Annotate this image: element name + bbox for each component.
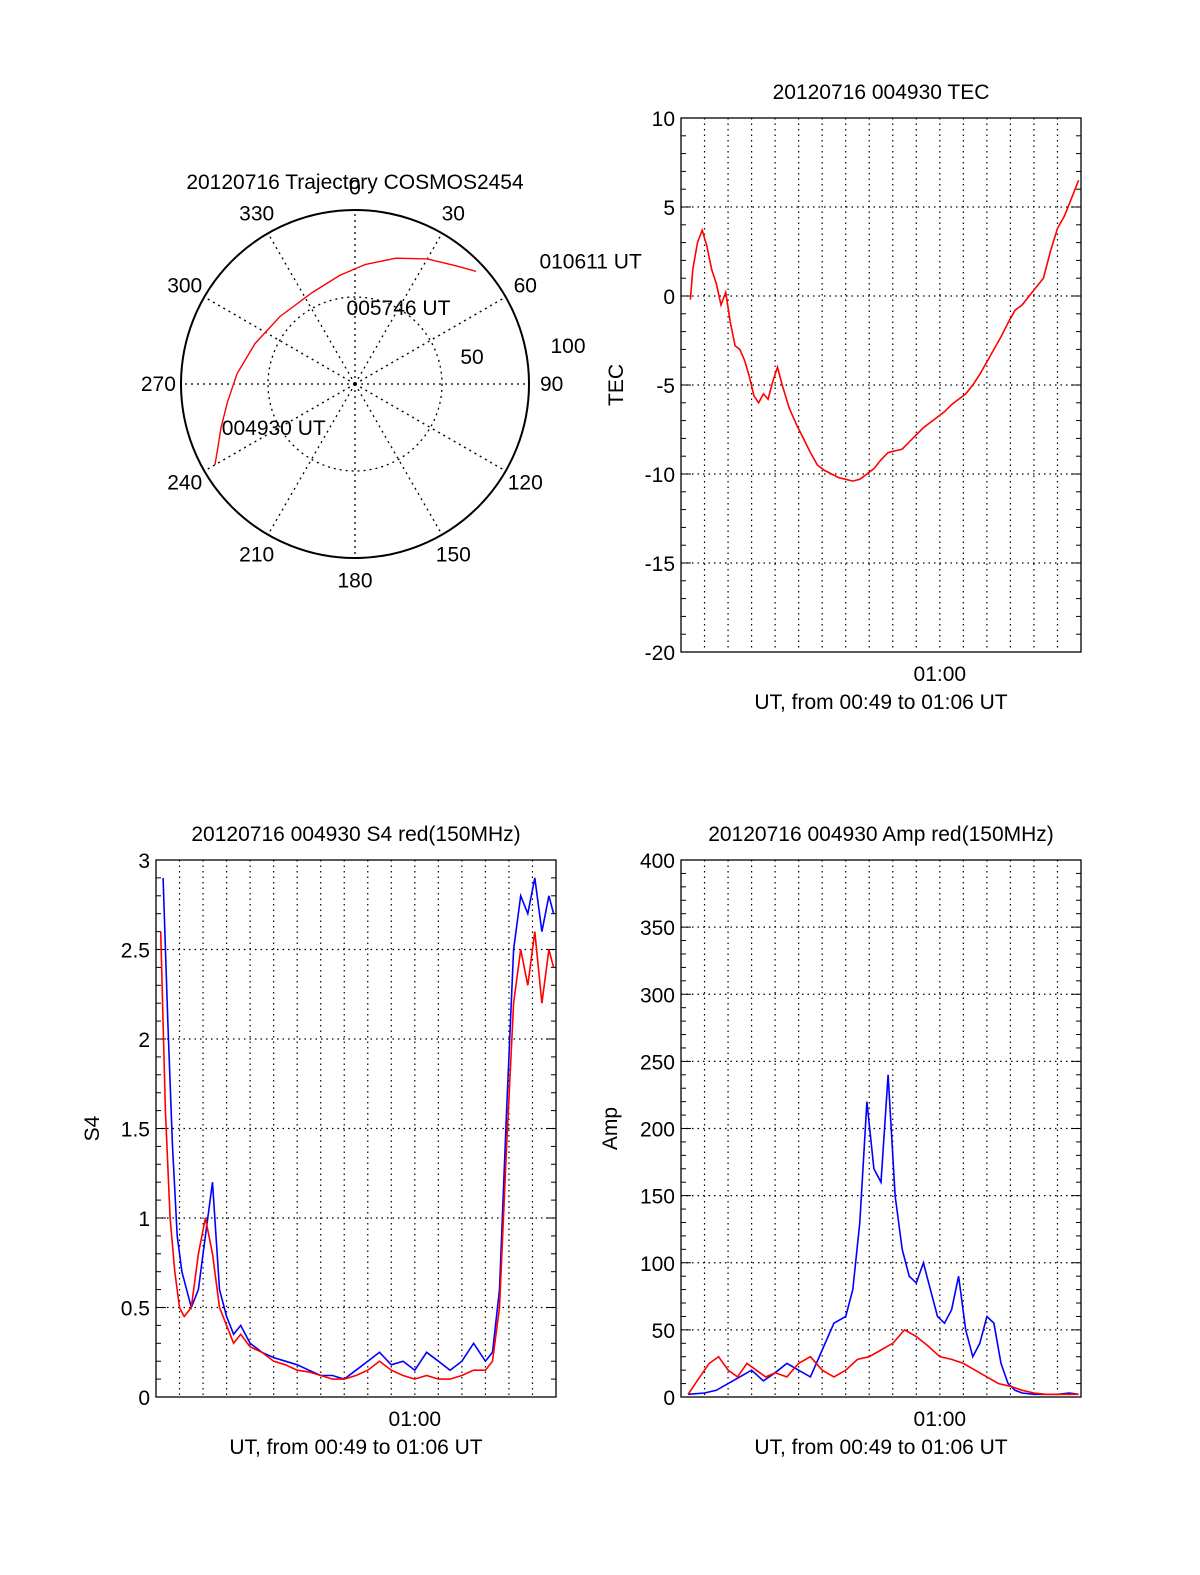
polar-time-annotation: 005746 UT <box>347 297 451 320</box>
y-axis-label: TEC <box>605 364 628 406</box>
polar-ring-50 <box>267 296 443 472</box>
polar-spoke <box>354 296 507 385</box>
y-tick-label: 0 <box>663 286 675 309</box>
y-tick-label: 10 <box>652 108 675 131</box>
amp-plot: 0 50 100 150 200 250 300 350 400 01:00 20120716 00… <box>599 823 1082 1459</box>
polar-azimuth-label: 120 <box>508 471 543 494</box>
y-tick-label: 0.5 <box>121 1298 150 1321</box>
y-tick-label: 1 <box>138 1208 150 1231</box>
y-tick-label: 2 <box>138 1029 150 1052</box>
x-axis-label: UT, from 00:49 to 01:06 UT <box>754 1436 1007 1459</box>
polar-azimuth-label: 90 <box>540 373 563 396</box>
y-tick-label: 5 <box>663 197 675 220</box>
polar-trajectory-line <box>214 257 477 466</box>
x-axis-label: UT, from 00:49 to 01:06 UT <box>754 691 1007 714</box>
y-tick-label: 400 <box>640 850 675 873</box>
series-line <box>162 877 555 1380</box>
polar-spoke <box>203 296 356 385</box>
y-tick-label: 3 <box>138 850 150 873</box>
polar-azimuth-label: 30 <box>442 203 465 226</box>
y-tick-label: 200 <box>640 1119 675 1142</box>
y-tick-label: 50 <box>652 1320 675 1343</box>
polar-azimuth-label: 240 <box>167 471 202 494</box>
y-tick-label: 0 <box>663 1387 675 1410</box>
polar-spoke <box>354 383 507 472</box>
series-line <box>689 180 1080 482</box>
polar-azimuth-label: 150 <box>436 543 471 566</box>
polar-azimuth-label: 60 <box>514 275 537 298</box>
polar-ring-label: 100 <box>550 335 585 358</box>
s4-plot: 0 0.5 1 1.5 2 2.5 3 01:00 20120716 004930 S4 red… <box>81 823 557 1459</box>
y-tick-label: -20 <box>645 642 675 665</box>
y-tick-label: -5 <box>656 375 675 398</box>
y-tick-label: 250 <box>640 1051 675 1074</box>
plot-frame <box>680 859 1082 1398</box>
polar-spoke <box>267 383 356 536</box>
y-tick-label: 2.5 <box>121 940 150 963</box>
plot-title: 20120716 004930 S4 red(150MHz) <box>191 823 520 846</box>
y-tick-label: -15 <box>645 553 675 576</box>
y-tick-label: 1.5 <box>121 1119 150 1142</box>
polar-ring-label: 50 <box>460 346 483 369</box>
polar-azimuth-label: 300 <box>167 275 202 298</box>
y-axis-label: Amp <box>599 1107 622 1150</box>
plot-title: 20120716 004930 Amp red(150MHz) <box>708 823 1054 846</box>
x-tick-label: 01:00 <box>914 1408 967 1431</box>
x-axis-label: UT, from 00:49 to 01:06 UT <box>229 1436 482 1459</box>
polar-spoke <box>354 383 443 536</box>
series-line <box>159 931 555 1380</box>
plot-frame <box>155 859 557 1398</box>
y-tick-label: 350 <box>640 917 675 940</box>
series-line <box>688 1074 1079 1396</box>
polar-azimuth-label: 270 <box>141 373 176 396</box>
x-tick-label: 01:00 <box>914 663 967 686</box>
series-line <box>687 1328 1079 1396</box>
polar-azimuth-label: 0 <box>349 176 361 199</box>
polar-title: 20120716 Trajectory COSMOS2454 <box>186 171 524 194</box>
y-tick-label: -10 <box>645 464 675 487</box>
y-tick-label: 100 <box>640 1253 675 1276</box>
polar-azimuth-label: 180 <box>337 570 372 593</box>
polar-azimuth-label: 210 <box>239 543 274 566</box>
polar-azimuth-label: 330 <box>239 203 274 226</box>
plot-title: 20120716 004930 TEC <box>773 81 990 104</box>
polar-time-annotation: 004930 UT <box>222 417 326 440</box>
y-tick-label: 0 <box>138 1387 150 1410</box>
y-axis-label: S4 <box>81 1115 104 1141</box>
polar-time-annotation: 010611 UT <box>539 251 642 274</box>
x-tick-label: 01:00 <box>389 1408 442 1431</box>
polar-outer-ring <box>180 209 530 559</box>
tec-plot: -20 -15 -10 -5 0 5 10 01:00 20120716 004930 TEC U… <box>605 81 1082 714</box>
plot-frame <box>680 117 1082 653</box>
polar-spoke <box>267 232 356 385</box>
y-tick-label: 150 <box>640 1186 675 1209</box>
polar-spoke <box>203 383 356 472</box>
y-tick-label: 300 <box>640 984 675 1007</box>
